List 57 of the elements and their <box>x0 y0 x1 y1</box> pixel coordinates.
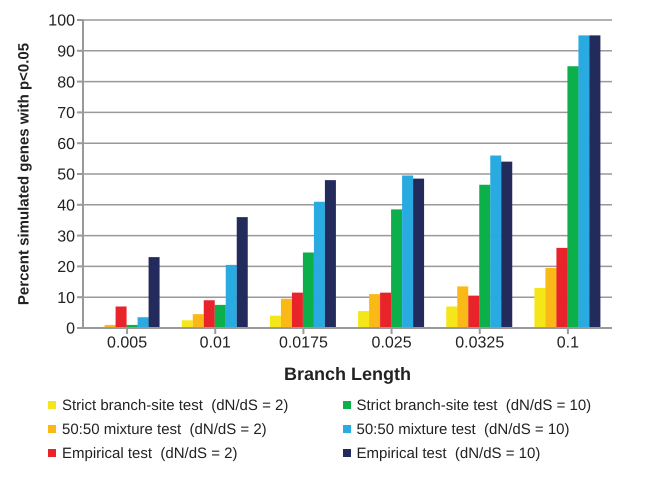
bar <box>413 178 424 328</box>
bar <box>501 162 512 328</box>
bar <box>556 248 568 328</box>
bar <box>578 35 590 328</box>
y-tick-label: 20 <box>57 259 76 276</box>
y-axis-title: Percent simulated genes with p<0.05 <box>15 42 32 306</box>
legend-label: Empirical test (dN/dS = 10) <box>356 444 540 462</box>
y-tick-label: 10 <box>57 290 76 307</box>
y-tick-label: 0 <box>66 320 76 338</box>
bar <box>589 35 600 328</box>
x-tick-label: 0.1 <box>556 334 580 352</box>
y-tick-label: 30 <box>57 228 76 246</box>
bar <box>314 202 325 328</box>
bar <box>236 217 248 328</box>
bar <box>479 184 490 328</box>
bar <box>302 252 314 328</box>
bar <box>567 66 578 328</box>
bar <box>545 268 556 328</box>
bar <box>358 311 370 328</box>
x-tick-label: 0.0325 <box>455 334 504 352</box>
bar <box>116 306 127 328</box>
bar <box>391 209 402 328</box>
bar <box>292 292 303 328</box>
bar <box>148 257 160 328</box>
y-tick-label: 40 <box>57 197 76 214</box>
bar <box>280 298 292 328</box>
legend-label: Strict branch-site test (dN/dS = 2) <box>62 396 288 414</box>
x-tick-label: 0.0175 <box>278 334 328 352</box>
legend-label: 50:50 mixture test (dN/dS = 2) <box>62 420 267 438</box>
legend-label: 50:50 mixture test (dN/dS = 10) <box>356 420 570 438</box>
y-tick-label: 70 <box>57 105 76 122</box>
x-axis-title: Branch Length <box>284 364 412 384</box>
y-tick-label: 80 <box>57 74 76 92</box>
bar <box>324 180 336 328</box>
bar <box>380 292 392 328</box>
bar <box>226 264 237 328</box>
y-tick-label: 90 <box>57 43 76 60</box>
bar <box>192 314 204 328</box>
bar <box>490 156 502 328</box>
y-tick-label: 100 <box>48 12 76 30</box>
bar <box>457 286 468 328</box>
bar <box>446 306 458 328</box>
bar <box>214 304 226 328</box>
x-tick-label: 0.025 <box>372 334 412 352</box>
bar <box>138 317 149 328</box>
y-tick-label: 50 <box>57 166 76 184</box>
bar <box>369 294 380 328</box>
bar <box>534 288 546 328</box>
legend-label: Strict branch-site test (dN/dS = 10) <box>356 396 592 414</box>
bar <box>204 300 215 328</box>
bar <box>468 296 480 328</box>
legend-label: Empirical test (dN/dS = 2) <box>62 444 238 462</box>
bar <box>270 316 281 328</box>
bar <box>402 176 414 328</box>
y-tick-label: 60 <box>57 136 76 153</box>
x-tick-label: 0.01 <box>200 334 231 352</box>
x-tick-label: 0.005 <box>107 334 148 352</box>
